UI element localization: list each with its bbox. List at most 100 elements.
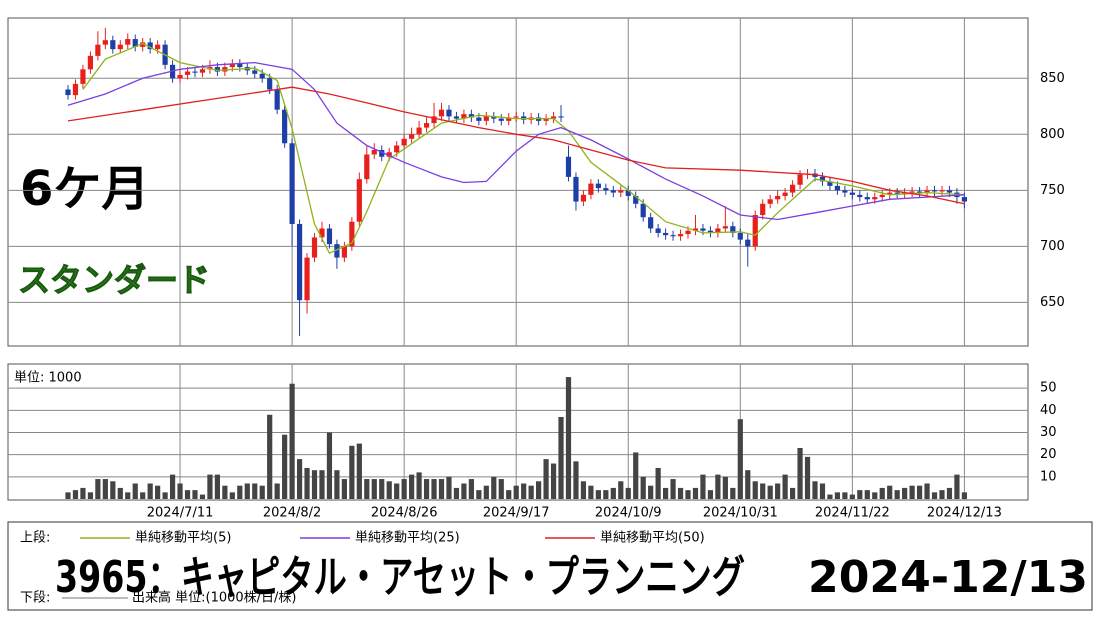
volume-bar (775, 483, 781, 499)
candle-body (827, 181, 833, 186)
volume-bar (199, 494, 206, 499)
candle-body (782, 192, 788, 196)
date-title: 2024-12/13 (808, 552, 1088, 603)
candle-body (879, 194, 885, 198)
volume-bar (663, 487, 669, 499)
volume-bar (610, 487, 616, 499)
candle-body (110, 40, 116, 50)
volume-bar (461, 483, 467, 499)
candle-body (648, 217, 654, 229)
volume-bar (722, 476, 728, 499)
candle-body (229, 63, 235, 68)
volume-bar (349, 445, 355, 499)
candle-body (685, 230, 691, 235)
candle-body (438, 109, 445, 117)
volume-bar (438, 479, 445, 499)
volume-bar (954, 474, 960, 499)
volume-bar (528, 485, 534, 499)
candle-body (147, 42, 153, 50)
volume-bar (155, 485, 161, 499)
candle-body (745, 239, 751, 247)
candle-body (184, 71, 191, 75)
x-tick-label: 2024/12/13 (927, 506, 1002, 521)
volume-bar (887, 485, 893, 499)
candle-body (423, 123, 430, 128)
candle-body (304, 257, 310, 301)
candle-body (371, 150, 377, 155)
candle-body (192, 71, 198, 73)
candle-body (72, 83, 79, 96)
candle-body (797, 174, 803, 185)
volume-bar (491, 476, 497, 499)
volume-bar (498, 479, 504, 499)
volume-bar (655, 467, 661, 499)
volume-bar (476, 490, 482, 499)
volume-bar (252, 483, 258, 499)
volume-bar (558, 416, 564, 499)
legend-label: 単純移動平均(50) (600, 530, 705, 546)
stock-title: 3965：キャピタル・アセット・プランニング (55, 552, 745, 603)
candle-body (924, 190, 930, 193)
volume-bar (782, 474, 788, 499)
x-tick-label: 2024/10/31 (703, 506, 778, 521)
volume-bar (648, 485, 654, 499)
volume-bar (87, 492, 94, 499)
volume-bar (371, 479, 377, 499)
volume-bar (819, 483, 826, 499)
volume-bar (565, 377, 572, 499)
y-tick-label: 750 (1040, 183, 1065, 198)
candle-body (296, 223, 303, 301)
candle-body (961, 197, 967, 202)
candle-body (498, 118, 504, 121)
x-tick-label: 2024/11/22 (815, 506, 890, 521)
candle-body (670, 235, 676, 237)
volume-bar (237, 485, 243, 499)
market-label: スタンダード (18, 261, 210, 299)
candle-body (558, 116, 564, 118)
y-tick-label: 40 (1040, 403, 1057, 418)
volume-bar (222, 485, 228, 499)
candle-body (939, 190, 945, 192)
volume-bar (431, 479, 437, 499)
volume-bar (924, 483, 930, 499)
volume-bar (446, 476, 452, 499)
candle-body (341, 246, 347, 258)
volume-bar (670, 479, 676, 499)
volume-bar (401, 479, 407, 499)
candle-body (543, 118, 549, 121)
volume-bar (849, 494, 855, 499)
volume-bar (304, 467, 310, 499)
volume-bar (513, 485, 519, 499)
volume-bar (730, 487, 736, 499)
candle-body (894, 192, 900, 194)
candle-body (513, 116, 519, 118)
candle-body (595, 183, 601, 189)
candle-body (715, 228, 721, 233)
candle-body (468, 114, 474, 118)
volume-bar (737, 419, 743, 499)
candle-body (431, 116, 437, 124)
volume-bar (536, 481, 542, 499)
volume-bar (595, 490, 601, 499)
candle-body (565, 156, 572, 177)
candle-body (842, 190, 848, 193)
volume-bar (573, 461, 579, 499)
candle-body (730, 226, 736, 233)
candle-body (857, 194, 863, 198)
legend-upper: 上段: (20, 531, 50, 546)
candle-body (446, 109, 452, 117)
candle-body (80, 69, 86, 84)
candle-body (453, 116, 460, 119)
volume-bar (767, 485, 773, 499)
candle-body (364, 154, 370, 180)
volume-bar (334, 470, 340, 499)
candle-body (916, 191, 923, 193)
volume-bar (229, 492, 235, 499)
candle-body (214, 67, 220, 72)
volume-bar (745, 470, 751, 499)
volume-bar (916, 485, 923, 499)
candle-body (834, 185, 841, 191)
candle-body (379, 150, 385, 157)
candle-body (931, 190, 938, 192)
candle-body (506, 117, 512, 121)
